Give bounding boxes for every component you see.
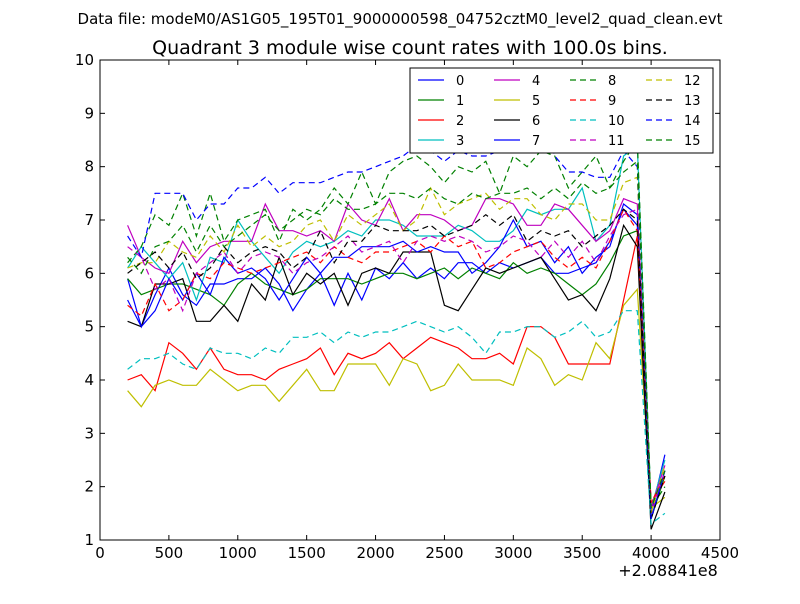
series-line-3 (127, 144, 666, 509)
y-tick-label: 3 (84, 424, 94, 442)
series-line-12 (127, 176, 666, 514)
x-tick-label: 2000 (356, 544, 394, 562)
legend-label-3: 3 (456, 134, 464, 149)
legend-label-1: 1 (456, 94, 464, 109)
tick-layer: 0 500 1000 1500 2000 2500 3000 3500 4000 45001234… (75, 51, 739, 562)
series-line-9 (127, 208, 666, 505)
series-line-6 (127, 223, 666, 530)
legend-box (409, 67, 714, 154)
legend-label-10: 10 (608, 114, 625, 129)
plot-area: 0 500 1000 1500 2000 2500 3000 3500 4000 45001234… (75, 51, 739, 562)
legend-label-0: 0 (456, 74, 464, 89)
x-tick-label: 4500 (701, 544, 739, 562)
legend-label-12: 12 (684, 74, 701, 89)
y-tick-label: 9 (84, 104, 94, 122)
x-tick-label: 1500 (288, 544, 326, 562)
x-tick-label: 4000 (632, 544, 670, 562)
y-tick-label: 4 (84, 371, 94, 389)
legend-label-14: 14 (684, 114, 701, 129)
x-tick-label: 3000 (494, 544, 532, 562)
series-line-7 (127, 202, 666, 519)
legend-label-11: 11 (608, 134, 625, 149)
x-tick-label: 500 (155, 544, 184, 562)
y-tick-label: 5 (84, 318, 94, 336)
legend-label-4: 4 (532, 74, 540, 89)
x-tick-label: 1000 (219, 544, 257, 562)
legend-label-8: 8 (608, 74, 616, 89)
chart-title: Quadrant 3 module wise count rates with … (152, 37, 668, 59)
legend-label-15: 15 (684, 134, 701, 149)
legend-label-6: 6 (532, 114, 540, 129)
legend-label-2: 2 (456, 114, 464, 129)
y-tick-label: 10 (75, 51, 94, 69)
x-tick-label: 2500 (425, 544, 463, 562)
y-tick-label: 1 (84, 531, 94, 549)
series-line-11 (127, 208, 666, 514)
legend-label-5: 5 (532, 94, 540, 109)
chart-suptitle: Data file: modeM0/AS1G05_195T01_90000005… (78, 10, 723, 29)
y-tick-label: 8 (84, 158, 94, 176)
series-line-5 (127, 287, 666, 510)
y-tick-label: 2 (84, 478, 94, 496)
y-tick-label: 6 (84, 264, 94, 282)
series-line-13 (127, 208, 666, 519)
x-tick-label: 3500 (563, 544, 601, 562)
series-line-10 (127, 310, 666, 526)
series-line-14 (127, 94, 666, 519)
plot-frame (99, 59, 721, 541)
series-line-0 (127, 208, 666, 514)
series-line-2 (127, 235, 666, 505)
x-tick-label: 0 (95, 544, 105, 562)
legend-label-7: 7 (532, 134, 540, 149)
legend-label-13: 13 (684, 94, 701, 109)
legend-label-9: 9 (608, 94, 616, 109)
x-offset-label: +2.08841e8 (618, 561, 718, 580)
series-line-8 (127, 138, 666, 510)
y-tick-label: 7 (84, 211, 94, 229)
series-layer (127, 94, 666, 530)
series-line-1 (127, 229, 666, 519)
